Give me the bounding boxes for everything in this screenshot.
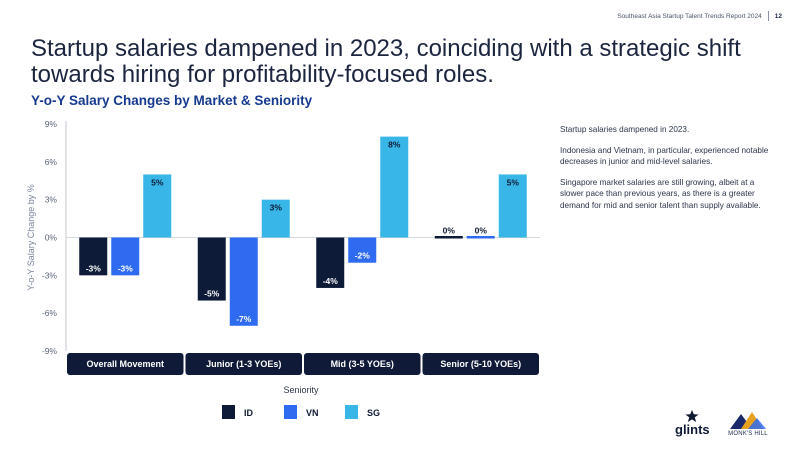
note-paragraph: Indonesia and Vietnam, in particular, ex… <box>560 145 769 167</box>
data-label: -3% <box>86 263 102 273</box>
bar <box>434 236 463 239</box>
data-label: -2% <box>355 251 371 261</box>
mountain-icon <box>730 412 766 429</box>
y-tick-label: 0% <box>45 233 58 243</box>
monks-hill-wordmark: MONK'S HILL <box>728 431 768 437</box>
bar <box>197 237 226 301</box>
y-tick-label: 6% <box>45 157 58 167</box>
data-label: -4% <box>323 276 339 286</box>
legend-swatch <box>222 405 235 419</box>
y-tick-label: 9% <box>45 119 58 129</box>
category-label: Junior (1-3 YOEs) <box>206 359 281 369</box>
category-band <box>304 353 421 375</box>
bar <box>229 237 258 326</box>
y-tick-label: -6% <box>42 308 58 318</box>
legend-label: ID <box>244 408 254 418</box>
y-tick-label: -9% <box>42 346 58 356</box>
category-label: Mid (3-5 YOEs) <box>331 359 394 369</box>
category-label: Senior (5-10 YOEs) <box>440 359 521 369</box>
category-band <box>422 353 539 375</box>
report-header: Southeast Asia Startup Talent Trends Rep… <box>617 11 782 21</box>
bar <box>111 237 140 276</box>
bar <box>79 237 108 276</box>
page-number: 12 <box>774 12 782 20</box>
header-divider <box>767 11 769 21</box>
glints-wordmark: glints <box>675 422 710 437</box>
data-label: -5% <box>204 289 220 299</box>
y-tick-label: -3% <box>42 270 58 280</box>
bar <box>466 236 495 239</box>
y-tick-label: 3% <box>45 195 58 205</box>
x-axis-label: Seniority <box>283 385 319 395</box>
footer-bar <box>0 452 800 456</box>
bar <box>380 136 409 238</box>
report-name: Southeast Asia Startup Talent Trends Rep… <box>617 12 762 20</box>
page-headline: Startup salaries dampened in 2023, coinc… <box>31 35 741 88</box>
note-paragraph: Singapore market salaries are still grow… <box>560 177 761 210</box>
data-label: -3% <box>118 263 134 273</box>
bar <box>316 237 345 288</box>
data-label: -7% <box>236 314 252 324</box>
y-axis-label: Y-o-Y Salary Change by % <box>26 184 36 291</box>
legend-label: SG <box>367 408 380 418</box>
glints-star-icon <box>685 410 699 422</box>
legend-label: VN <box>306 408 319 418</box>
legend-swatch <box>284 405 297 419</box>
bar <box>143 174 172 238</box>
category-band <box>67 353 184 375</box>
data-label: 8% <box>388 140 401 150</box>
legend-swatch <box>345 405 358 419</box>
monks-hill-logo: MONK'S HILL <box>728 410 768 437</box>
data-label: 3% <box>270 203 283 213</box>
data-label: 5% <box>507 177 520 187</box>
category-band <box>185 353 302 375</box>
glints-logo: glints <box>675 410 710 437</box>
bar <box>348 237 377 263</box>
bar <box>498 174 527 238</box>
data-label: 0% <box>475 226 488 236</box>
note-paragraph: Startup salaries dampened in 2023. <box>560 125 690 134</box>
category-label: Overall Movement <box>86 359 164 369</box>
bar <box>261 199 290 238</box>
commentary-panel: Startup salaries dampened in 2023. Indon… <box>560 124 775 220</box>
chart-title: Y-o-Y Salary Changes by Market & Seniori… <box>31 93 313 108</box>
data-label: 0% <box>443 226 456 236</box>
salary-bar-chart: 9% 6% 3% 0% -3% -6% -9% Y-o-Y Salary Change by … <box>26 119 540 419</box>
data-label: 5% <box>151 177 164 187</box>
